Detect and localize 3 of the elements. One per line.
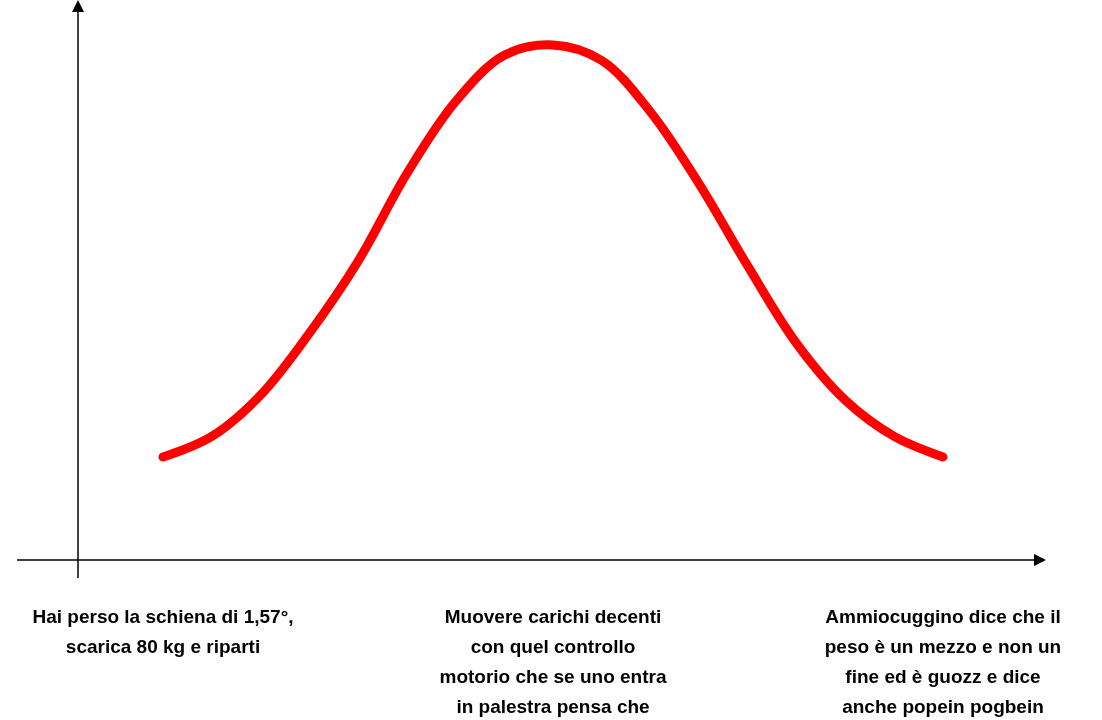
x-tick-label: Hai perso la schiena di 1,57°, scarica 80 kg e riparti [32,606,294,657]
x-tick-label: Ammiocuggino dice che il peso è un mezzo e non un fine ed è guozz e dice anche popein pogbein [824,606,1062,717]
x-tick-label: Muovere carichi decenti con quel controllo motorio che se uno entra in palestra pensa che [439,606,667,717]
